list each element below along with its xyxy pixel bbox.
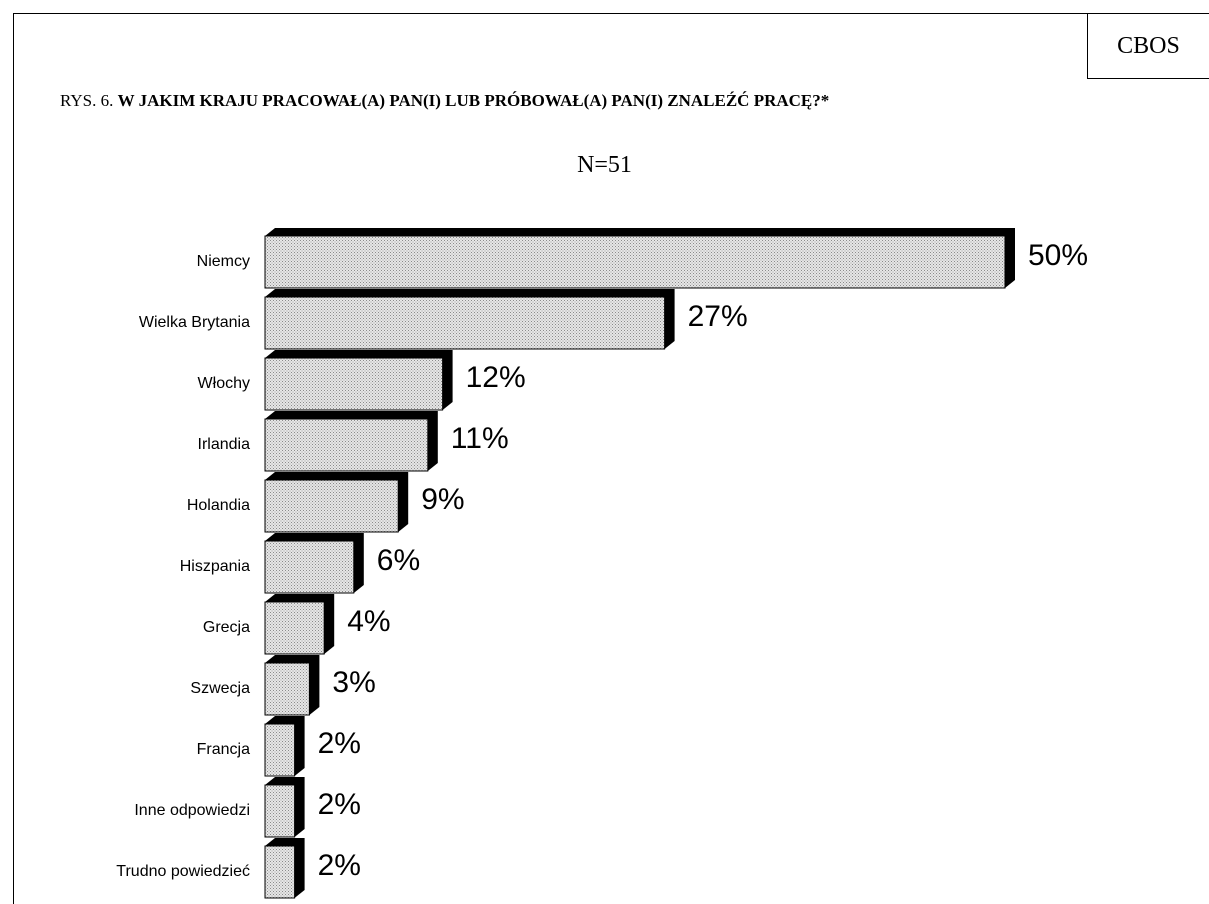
bar-face: [264, 296, 666, 350]
bar-face: [264, 784, 296, 838]
figure-label: RYS. 6.: [60, 91, 114, 110]
category-label: Szwecja: [190, 680, 250, 697]
bar-face: [264, 723, 296, 777]
source-box: CBOS: [1087, 13, 1209, 79]
bar: [264, 838, 305, 899]
category-label: Trudno powiedzieć: [116, 863, 250, 880]
value-label: 4%: [347, 605, 390, 638]
bar-face: [264, 418, 429, 472]
value-label: 12%: [466, 361, 526, 394]
bar: [264, 228, 1015, 289]
value-label: 6%: [377, 544, 420, 577]
category-label: Włochy: [198, 375, 250, 392]
category-label: Irlandia: [198, 436, 251, 453]
bar-depth: [265, 411, 438, 471]
category-label: Wielka Brytania: [139, 314, 250, 331]
chart-subtitle: N=51: [577, 152, 632, 178]
bar-depth: [265, 228, 1015, 288]
bar: [264, 350, 453, 411]
bar: [264, 289, 675, 350]
frame: [13, 13, 1209, 904]
bar: [264, 472, 409, 533]
bar-depth: [265, 594, 335, 654]
bar: [264, 655, 320, 716]
category-label: Grecja: [203, 619, 250, 636]
category-label: Inne odpowiedzi: [134, 802, 250, 819]
bar: [264, 777, 305, 838]
bar: [264, 411, 438, 472]
value-label: 3%: [332, 666, 375, 699]
bar: [264, 533, 364, 594]
category-label: Niemcy: [197, 253, 250, 270]
title-text: W JAKIM KRAJU PRACOWAŁ(A) PAN(I) LUB PRÓ…: [117, 91, 830, 110]
category-label: Francja: [197, 741, 250, 758]
bar-depth: [265, 655, 320, 715]
value-label: 50%: [1028, 239, 1088, 272]
bar-depth: [265, 289, 675, 349]
chart-title: RYS. 6. W JAKIM KRAJU PRACOWAŁ(A) PAN(I)…: [60, 90, 960, 112]
bar-depth: [265, 472, 409, 532]
value-label: 11%: [451, 422, 509, 455]
value-label: 9%: [421, 483, 464, 516]
value-label: 2%: [318, 849, 361, 882]
bar-depth: [265, 350, 453, 410]
bar-face: [264, 479, 399, 533]
bar-face: [264, 601, 325, 655]
value-label: 27%: [688, 300, 748, 333]
category-label: Hiszpania: [180, 558, 250, 575]
bar-face: [264, 357, 444, 411]
value-label: 2%: [318, 788, 361, 821]
category-label: Holandia: [187, 497, 250, 514]
bar: [264, 594, 335, 655]
bar-face: [264, 235, 1006, 289]
bar-face: [264, 662, 310, 716]
value-label: 2%: [318, 727, 361, 760]
bar: [264, 716, 305, 777]
bar-face: [264, 540, 355, 594]
bar-face: [264, 845, 296, 899]
